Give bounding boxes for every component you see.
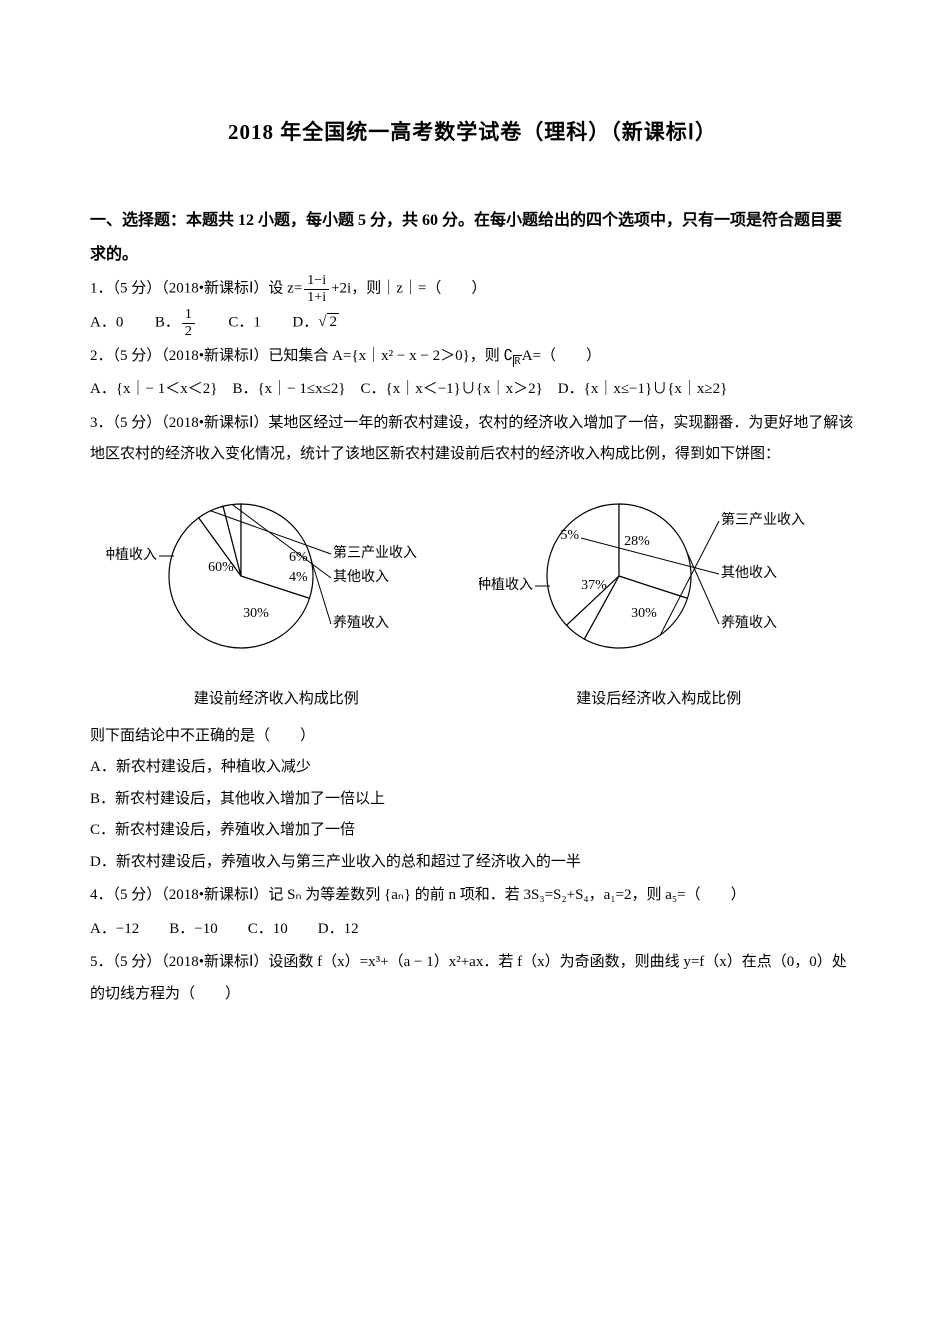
q2-stem: 2．（5 分）（2018•新课标Ⅰ）已知集合 A={x｜x² − x − 2＞0…: [90, 348, 504, 364]
chart-before-caption: 建设前经济收入构成比例: [106, 684, 446, 716]
q2-stem-end: A=（ ）: [522, 348, 601, 364]
fraction-icon: 1−i1+i: [304, 273, 329, 305]
svg-text:种植收入: 种植收入: [479, 577, 533, 593]
q1-opt-c-val: 1: [253, 314, 261, 330]
q3-opt-a: A．新农村建设后，种植收入减少: [90, 752, 855, 784]
sqrt-icon: [318, 314, 326, 330]
pie-charts-row: 60%6%4%30%种植收入第三产业收入其他收入养殖收入 建设前经济收入构成比例…: [90, 486, 855, 716]
q1-options: A．0 B．12 C．1 D．2: [90, 307, 855, 339]
svg-text:30%: 30%: [243, 606, 269, 621]
svg-text:其他收入: 其他收入: [333, 569, 389, 585]
q1-opt-d-label: D．: [292, 314, 318, 330]
svg-text:第三产业收入: 第三产业收入: [333, 544, 417, 561]
q4-options: A．−12 B．−10 C．10 D．12: [90, 914, 855, 946]
svg-text:第三产业收入: 第三产业收入: [721, 511, 805, 528]
question-5: 5．（5 分）（2018•新课标Ⅰ）设函数 f（x）=x³+（a − 1）x²+…: [90, 947, 855, 1010]
frac-den: 1+i: [304, 290, 329, 305]
pie-chart-before: 60% 6% 4% 30% 种植收入 第三产业收入其他收入养殖收入: [106, 486, 446, 666]
svg-text:28%: 28%: [624, 534, 650, 549]
question-2: 2．（5 分）（2018•新课标Ⅰ）已知集合 A={x｜x² − x − 2＞0…: [90, 341, 855, 373]
question-3: 3．（5 分）（2018•新课标Ⅰ）某地区经过一年的新农村建设，农村的经济收入增…: [90, 408, 855, 471]
svg-text:4%: 4%: [289, 570, 308, 585]
svg-text:60%: 60%: [208, 560, 234, 575]
svg-text:6%: 6%: [289, 550, 308, 565]
chart-after-caption: 建设后经济收入构成比例: [479, 684, 839, 716]
svg-text:养殖收入: 养殖收入: [333, 614, 389, 631]
frac-den: 2: [182, 324, 195, 339]
question-1: 1．（5 分）（2018•新课标Ⅰ）设 z=1−i1+i+2i，则｜z｜=（ ）: [90, 273, 855, 305]
complement-r: R: [513, 355, 522, 367]
q3-opt-c: C．新农村建设后，养殖收入增加了一倍: [90, 815, 855, 847]
q2-options: A．{x｜− 1＜x＜2} B．{x｜− 1≤x≤2} C．{x｜x＜−1}∪{…: [90, 374, 855, 406]
q1-opt-b-label: B．: [155, 314, 180, 330]
svg-text:5%: 5%: [560, 528, 579, 543]
q1-stem-suffix: +2i，则｜z｜=（ ）: [331, 281, 486, 297]
svg-text:其他收入: 其他收入: [721, 565, 777, 581]
q1-stem-prefix: 1．（5 分）（2018•新课标Ⅰ）设 z=: [90, 281, 302, 297]
section-1-header: 一、选择题：本题共 12 小题，每小题 5 分，共 60 分。在每小题给出的四个…: [90, 204, 855, 271]
chart-before: 60% 6% 4% 30% 种植收入 第三产业收入其他收入养殖收入 建设前经济收入构成比例: [106, 486, 446, 716]
frac-num: 1−i: [304, 273, 329, 289]
page-title: 2018 年全国统一高考数学试卷（理科）（新课标Ⅰ）: [90, 110, 855, 154]
sqrt-val: 2: [327, 313, 339, 330]
q3-opt-b: B．新农村建设后，其他收入增加了一倍以上: [90, 784, 855, 816]
q1-opt-c-label: C．: [228, 314, 253, 330]
chart-after: 28% 5% 37% 30% 第三产业收入其他收入种植收入养殖收入 建设后经济收入构成比…: [479, 486, 839, 716]
svg-text:养殖收入: 养殖收入: [721, 614, 777, 631]
q1-opt-a-label: A．: [90, 314, 116, 330]
q3-stem2: 则下面结论中不正确的是（ ）: [90, 721, 855, 753]
question-4: 4．（5 分）（2018•新课标Ⅰ）记 Sₙ 为等差数列 {aₙ} 的前 n 项…: [90, 880, 855, 912]
q3-opt-d: D．新农村建设后，养殖收入与第三产业收入的总和超过了经济收入的一半: [90, 847, 855, 879]
svg-text:37%: 37%: [581, 578, 607, 593]
pie-chart-after: 28% 5% 37% 30% 第三产业收入其他收入种植收入养殖收入: [479, 486, 839, 666]
svg-text:30%: 30%: [631, 606, 657, 621]
q1-opt-a-val: 0: [116, 314, 124, 330]
fraction-icon: 12: [182, 307, 195, 339]
svg-text:种植收入: 种植收入: [106, 547, 157, 563]
frac-num: 1: [182, 307, 195, 323]
